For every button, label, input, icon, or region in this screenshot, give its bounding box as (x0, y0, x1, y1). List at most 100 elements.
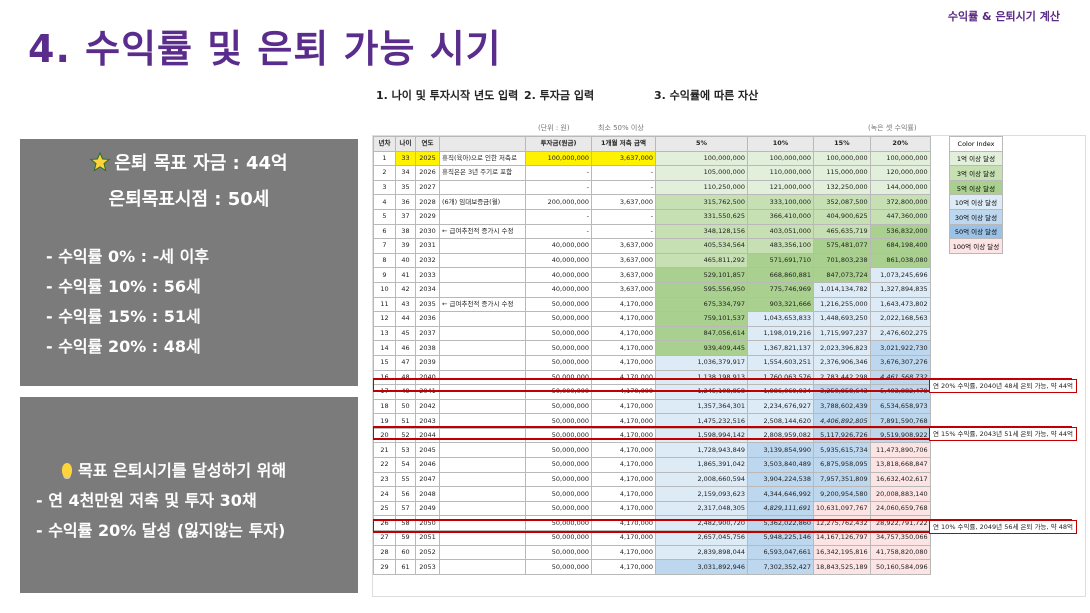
table-cell[interactable]: 4 (373, 194, 396, 210)
table-cell[interactable]: 2045 (415, 442, 440, 459)
table-cell[interactable] (439, 179, 526, 196)
table-cell[interactable]: 3,637,000 (591, 150, 656, 167)
table-cell[interactable]: 2048 (415, 486, 440, 502)
table-cell[interactable]: 3,031,892,946 (655, 559, 748, 575)
table-cell[interactable]: 21 (373, 442, 396, 459)
table-cell[interactable]: 50,000,000 (525, 398, 592, 415)
table-cell[interactable]: 55 (395, 471, 416, 488)
table-cell[interactable]: 10,631,097,767 (813, 500, 871, 517)
table-cell[interactable]: 939,409,445 (655, 340, 748, 356)
table-cell[interactable]: 13 (373, 325, 396, 342)
table-cell[interactable]: - (591, 179, 656, 196)
table-cell[interactable]: 4,170,000 (591, 398, 656, 415)
table-cell[interactable]: 100,000,000 (813, 150, 871, 167)
table-cell[interactable]: 775,746,969 (747, 281, 814, 298)
table-cell[interactable]: 2036 (415, 311, 440, 327)
table-cell[interactable] (439, 208, 526, 225)
table-cell[interactable]: 22 (373, 457, 396, 473)
table-cell[interactable]: 132,250,000 (813, 179, 871, 196)
table-cell[interactable]: 1,198,019,216 (747, 325, 814, 342)
table-cell[interactable]: 352,087,500 (813, 194, 871, 210)
table-cell[interactable]: 200,000,000 (525, 194, 592, 210)
table-cell[interactable]: 2046 (415, 457, 440, 473)
table-cell[interactable]: 24 (373, 486, 396, 502)
table-cell[interactable]: - (525, 165, 592, 181)
table-cell[interactable]: 3,637,000 (591, 252, 656, 269)
table-cell[interactable] (439, 486, 526, 502)
table-cell[interactable]: 1,036,379,917 (655, 354, 748, 371)
table-cell[interactable]: 2033 (415, 267, 440, 283)
table-cell[interactable]: 40 (395, 252, 416, 269)
table-cell[interactable]: 2027 (415, 179, 440, 196)
table-cell[interactable]: 7,302,352,427 (747, 559, 814, 575)
table-cell[interactable]: 42 (395, 281, 416, 298)
table-cell[interactable]: 16,632,402,617 (869, 471, 931, 488)
table-cell[interactable] (439, 267, 526, 283)
table-cell[interactable]: 7,957,351,809 (813, 471, 871, 488)
table-cell[interactable]: 3,021,922,730 (869, 340, 931, 356)
table-cell[interactable]: - (591, 223, 656, 240)
table-cell[interactable] (439, 252, 526, 269)
table-cell[interactable]: 2031 (415, 238, 440, 254)
table-cell[interactable]: 4,170,000 (591, 486, 656, 502)
table-cell[interactable]: 34,757,350,066 (869, 530, 931, 546)
table-cell[interactable]: 465,811,292 (655, 252, 748, 269)
table-cell[interactable]: 56 (395, 486, 416, 502)
table-cell[interactable]: 24,060,659,768 (869, 500, 931, 517)
table-cell[interactable]: 2029 (415, 208, 440, 225)
table-cell[interactable]: 1,357,364,301 (655, 398, 748, 415)
table-cell[interactable]: 100,000,000 (747, 150, 814, 167)
table-cell[interactable]: 40,000,000 (525, 252, 592, 269)
table-cell[interactable]: 2047 (415, 471, 440, 488)
table-cell[interactable]: 4,406,892,805 (813, 413, 871, 429)
table-cell[interactable]: 2034 (415, 281, 440, 298)
table-cell[interactable]: 110,250,000 (655, 179, 748, 196)
table-cell[interactable]: 4,170,000 (591, 296, 656, 313)
table-cell[interactable]: 4,170,000 (591, 559, 656, 575)
table-cell[interactable]: 11 (373, 296, 396, 313)
table-cell[interactable]: 1,367,821,137 (747, 340, 814, 356)
table-cell[interactable]: - (525, 179, 592, 196)
table-cell[interactable]: 50,000,000 (525, 311, 592, 327)
table-cell[interactable]: 28 (373, 544, 396, 561)
table-cell[interactable]: ← 급여추천적 증가시 수정 (439, 296, 526, 313)
table-cell[interactable]: 2,234,676,927 (747, 398, 814, 415)
table-cell[interactable]: 668,860,881 (747, 267, 814, 283)
table-cell[interactable]: 1,475,232,516 (655, 413, 748, 429)
table-cell[interactable]: 39 (395, 238, 416, 254)
table-cell[interactable]: 684,198,400 (869, 238, 931, 254)
table-cell[interactable]: 29 (373, 559, 396, 575)
table-cell[interactable]: 50,000,000 (525, 325, 592, 342)
table-cell[interactable]: 47 (395, 354, 416, 371)
table-cell[interactable]: 4,170,000 (591, 354, 656, 371)
table-cell[interactable]: 3,637,000 (591, 194, 656, 210)
table-cell[interactable]: 50,000,000 (525, 486, 592, 502)
table-cell[interactable]: 50,000,000 (525, 354, 592, 371)
table-cell[interactable]: 2042 (415, 398, 440, 415)
table-cell[interactable]: 45 (395, 325, 416, 342)
table-cell[interactable]: 37 (395, 208, 416, 225)
table-cell[interactable]: 11,473,890,706 (869, 442, 931, 459)
table-cell[interactable]: 40,000,000 (525, 238, 592, 254)
table-cell[interactable]: 2053 (415, 559, 440, 575)
table-cell[interactable]: 18,843,525,189 (813, 559, 871, 575)
table-cell[interactable]: 120,000,000 (869, 165, 931, 181)
table-cell[interactable]: 50 (395, 398, 416, 415)
table-cell[interactable]: 529,101,857 (655, 267, 748, 283)
table-cell[interactable]: 847,056,614 (655, 325, 748, 342)
table-cell[interactable]: 9 (373, 267, 396, 283)
table-cell[interactable] (439, 544, 526, 561)
table-cell[interactable]: 2028 (415, 194, 440, 210)
table-cell[interactable]: 1,728,943,849 (655, 442, 748, 459)
table-cell[interactable]: 54 (395, 457, 416, 473)
table-cell[interactable]: 휴직은은 3년 주기로 포함 (439, 165, 526, 181)
table-cell[interactable]: 2 (373, 165, 396, 181)
table-cell[interactable]: 861,038,080 (869, 252, 931, 269)
table-cell[interactable]: 3,637,000 (591, 238, 656, 254)
table-cell[interactable]: 2052 (415, 544, 440, 561)
table-cell[interactable]: 41,758,820,080 (869, 544, 931, 561)
table-cell[interactable]: 2026 (415, 165, 440, 181)
table-cell[interactable]: 38 (395, 223, 416, 240)
table-cell[interactable]: (6개) 임대보증금(월) (439, 194, 526, 210)
table-cell[interactable]: 16,342,195,816 (813, 544, 871, 561)
